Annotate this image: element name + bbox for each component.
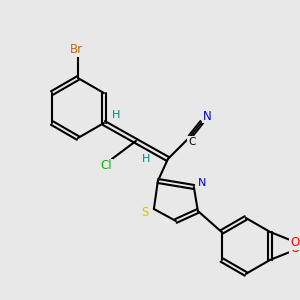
Text: Cl: Cl — [100, 160, 112, 172]
Text: N: N — [202, 110, 211, 122]
Text: H: H — [142, 154, 150, 164]
Text: C: C — [188, 137, 196, 147]
Text: N: N — [198, 178, 206, 188]
Text: O: O — [290, 242, 300, 255]
Text: S: S — [141, 206, 148, 220]
Text: H: H — [112, 110, 120, 120]
Text: O: O — [290, 236, 300, 249]
Text: Br: Br — [69, 43, 82, 56]
